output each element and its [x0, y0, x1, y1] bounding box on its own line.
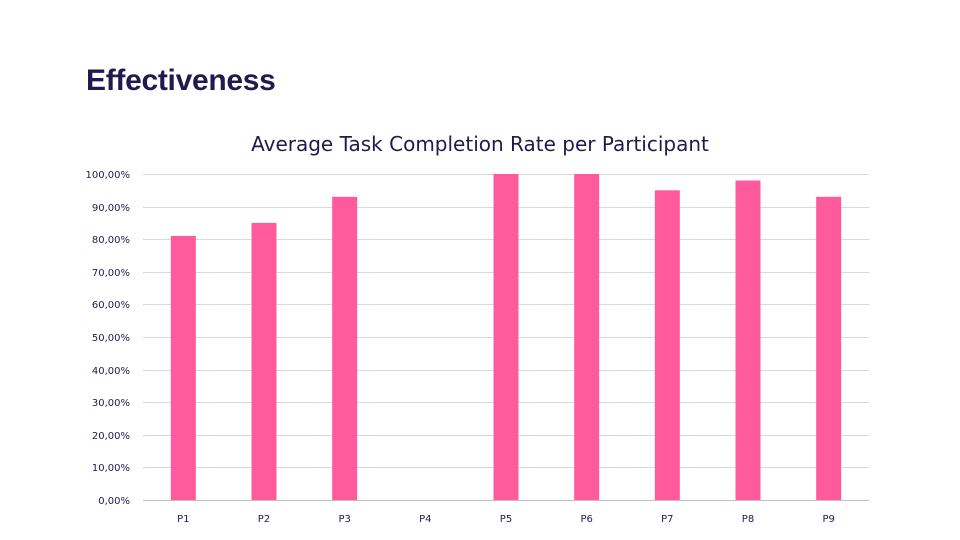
- bar-p6: [574, 174, 600, 500]
- x-tick-label: P9: [822, 514, 834, 525]
- bar-p7: [654, 190, 680, 501]
- x-axis-tick-labels: P1 P2 P3 P4 P5 P6 P7 P8 P9: [177, 514, 835, 525]
- y-tick-label: 30,00%: [92, 398, 130, 409]
- x-tick-label: P1: [177, 514, 189, 525]
- y-tick-label: 20,00%: [92, 431, 130, 442]
- x-tick-label: P7: [661, 514, 673, 525]
- x-tick-label: P8: [742, 514, 754, 525]
- bars: [170, 174, 842, 501]
- chart-title: Average Task Completion Rate per Partici…: [251, 132, 709, 156]
- slide-title: Effectiveness: [86, 64, 276, 97]
- bar-p1: [170, 235, 196, 500]
- bar-p2: [251, 222, 277, 500]
- x-tick-label: P4: [419, 514, 431, 525]
- y-tick-label: 40,00%: [92, 366, 130, 377]
- y-tick-label: 100,00%: [86, 170, 131, 181]
- y-axis-tick-labels: 0,00% 10,00% 20,00% 30,00% 40,00% 50,00% 60,00…: [86, 170, 131, 507]
- y-tick-label: 70,00%: [92, 268, 130, 279]
- x-tick-label: P6: [580, 514, 592, 525]
- x-tick-label: P3: [338, 514, 350, 525]
- y-tick-label: 90,00%: [92, 203, 130, 214]
- bar-p8: [735, 180, 761, 500]
- y-tick-label: 60,00%: [92, 300, 130, 311]
- x-tick-label: P2: [258, 514, 270, 525]
- y-tick-label: 80,00%: [92, 235, 130, 246]
- y-tick-label: 0,00%: [98, 496, 130, 507]
- bar-p9: [816, 196, 842, 500]
- y-tick-label: 10,00%: [92, 463, 130, 474]
- bar-p3: [332, 196, 358, 500]
- bar-p5: [493, 174, 519, 500]
- y-tick-label: 50,00%: [92, 333, 130, 344]
- x-tick-label: P5: [500, 514, 512, 525]
